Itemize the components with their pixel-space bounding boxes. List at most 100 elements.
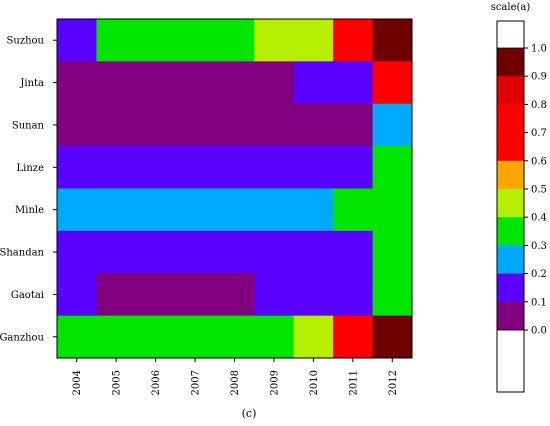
heatmap-cell <box>333 188 374 232</box>
heatmap-cell <box>57 146 97 190</box>
heatmap-cell <box>372 315 413 359</box>
heatmap-cell <box>372 273 413 317</box>
colorbar-tick-label: 1.0 <box>531 44 547 55</box>
heatmap-cell <box>175 230 216 274</box>
heatmap-cell <box>333 146 374 190</box>
heatmap-cell <box>175 315 216 359</box>
heatmap-cell <box>175 61 216 105</box>
colorbar-band <box>497 160 524 190</box>
x-tick-label: 2010 <box>309 370 320 395</box>
colorbar: 1.0 0.9 0.8 0.7 0.6 0.5 0.4 0.3 0.2 0.1 0.0 scale(a… <box>491 2 547 393</box>
heatmap-cell <box>96 315 137 359</box>
colorbar-band <box>497 301 524 331</box>
heatmap-cell <box>96 103 137 147</box>
x-tick-label: 2007 <box>191 370 202 395</box>
colorbar-tick-label: 0.9 <box>531 72 547 83</box>
heatmap-cell <box>96 188 137 232</box>
heatmap-cell <box>135 19 176 62</box>
x-tick-label: 2004 <box>72 370 83 395</box>
heatmap-cell <box>372 188 413 232</box>
heatmap-cell <box>175 188 216 232</box>
y-axis: Suzhou Jinta Sunan Linze Minle Shandan Gaotai G… <box>0 36 57 343</box>
heatmap-cell <box>254 61 295 105</box>
x-tick-label: 2012 <box>388 370 399 395</box>
heatmap-cell <box>254 146 295 190</box>
heatmap-cell <box>214 315 255 359</box>
heatmap-cell <box>135 230 176 274</box>
colorbar-tick-label: 0.0 <box>531 326 547 337</box>
heatmap-cell <box>135 103 176 147</box>
y-tick-label: Gaotai <box>11 290 44 301</box>
heatmap-cell <box>372 146 413 190</box>
colorbar-tick-label: 0.1 <box>531 297 547 308</box>
heatmap-cell <box>57 315 97 359</box>
x-tick-label: 2005 <box>112 370 123 395</box>
colorbar-tick-label: 0.7 <box>531 128 547 139</box>
heatmap-cell <box>254 230 295 274</box>
colorbar-band <box>497 273 524 303</box>
heatmap-cell <box>254 315 295 359</box>
heatmap-cell <box>214 61 255 105</box>
colorbar-tick-label: 0.5 <box>531 185 547 196</box>
y-tick-label: Shandan <box>0 248 45 259</box>
heatmap-cell <box>293 315 334 359</box>
heatmap-cell <box>333 315 374 359</box>
heatmap-cell <box>333 273 374 317</box>
heatmap-cell <box>254 103 295 147</box>
colorbar-band <box>497 217 524 246</box>
heatmap-cell <box>254 273 295 317</box>
heatmap-cell <box>57 103 97 147</box>
heatmap-cell <box>293 61 334 105</box>
colorbar-band <box>497 245 524 274</box>
heatmap-cell <box>135 315 176 359</box>
colorbar-band <box>497 76 524 105</box>
y-tick-label: Minle <box>15 205 44 216</box>
heatmap-cell <box>57 273 97 317</box>
heatmap-cell <box>57 61 97 105</box>
colorbar-tick-label: 0.2 <box>531 269 547 280</box>
heatmap-cell <box>214 19 255 62</box>
y-tick-label: Sunan <box>12 120 45 131</box>
heatmap-cell <box>96 273 137 317</box>
colorbar-title: scale(a) <box>491 2 531 13</box>
heatmap-cell <box>175 273 216 317</box>
heatmap-cell <box>333 19 374 62</box>
heatmap-cell <box>175 19 216 62</box>
heatmap-cell <box>135 273 176 317</box>
heatmap-cell <box>254 19 295 62</box>
colorbar-tick-label: 0.6 <box>531 156 547 167</box>
heatmap-cells <box>57 19 413 359</box>
colorbar-band <box>497 132 524 162</box>
colorbar-band <box>497 104 524 133</box>
heatmap-cell <box>333 61 374 105</box>
x-axis: 2004 2005 2006 2007 2008 2009 2010 2011 2012 <box>72 358 399 395</box>
x-tick-label: 2008 <box>230 370 241 395</box>
colorbar-tick-label: 0.4 <box>531 213 547 224</box>
heatmap-cell <box>96 146 137 190</box>
heatmap-cell <box>96 230 137 274</box>
x-tick-label: 2009 <box>269 370 280 395</box>
heatmap-cell <box>135 61 176 105</box>
heatmap-cell <box>372 230 413 274</box>
heatmap-cell <box>214 230 255 274</box>
heatmap-cell <box>333 103 374 147</box>
y-tick-label: Jinta <box>19 78 44 89</box>
heatmap-cell <box>135 188 176 232</box>
colorbar-band <box>497 189 524 218</box>
heatmap-cell <box>214 188 255 232</box>
y-tick-label: Ganzhou <box>0 332 45 343</box>
heatmap-cell <box>333 230 374 274</box>
heatmap-cell <box>57 230 97 274</box>
heatmap-cell <box>175 146 216 190</box>
heatmap-cell <box>372 19 413 62</box>
heatmap-cell <box>214 273 255 317</box>
heatmap-cell <box>293 188 334 232</box>
heatmap-cell <box>96 19 137 62</box>
heatmap-cell <box>254 188 295 232</box>
heatmap-cell <box>372 61 413 105</box>
heatmap-cell <box>293 103 334 147</box>
y-tick-label: Suzhou <box>7 36 45 47</box>
heatmap-cell <box>214 146 255 190</box>
heatmap-cell <box>175 103 216 147</box>
